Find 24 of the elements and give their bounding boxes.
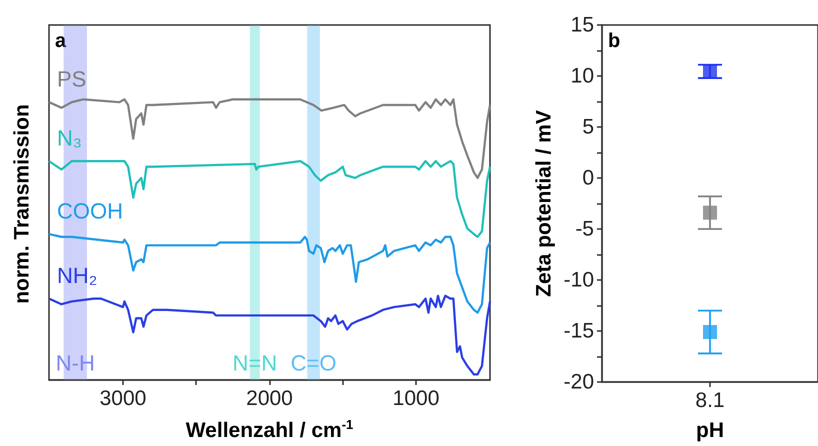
y-tick-label: -15 <box>564 320 594 342</box>
y-tick-label: -5 <box>575 218 594 240</box>
y-axis-title: Zeta potential / mV <box>532 110 556 297</box>
y-tick-label: 5 <box>582 116 594 138</box>
y-tick-label: 15 <box>570 14 594 36</box>
x-tick-label: 1000 <box>392 387 440 410</box>
x-tick-label: 8.1 <box>695 389 725 412</box>
series-label: NH₂ <box>57 263 98 288</box>
chart-title: b <box>608 30 620 52</box>
series-label: N₃ <box>57 126 82 151</box>
y-tick-label: -20 <box>564 370 594 394</box>
y-axis-title: norm. Transmission <box>10 104 34 304</box>
band-label: N-H <box>56 350 95 376</box>
y-tick-label: -10 <box>564 268 594 292</box>
y-tick-label: 0 <box>582 166 594 190</box>
x-tick-label: 3000 <box>100 387 146 410</box>
series-label: COOH <box>57 198 123 224</box>
x-tick-label: 2000 <box>246 387 293 410</box>
y-tick-label: 10 <box>570 64 594 88</box>
band-label: C=O <box>290 350 336 376</box>
x-axis-title: pH <box>696 419 724 442</box>
series-label: PS <box>57 66 86 92</box>
chart-title: a <box>55 30 67 52</box>
band-label: N=N <box>232 350 278 376</box>
